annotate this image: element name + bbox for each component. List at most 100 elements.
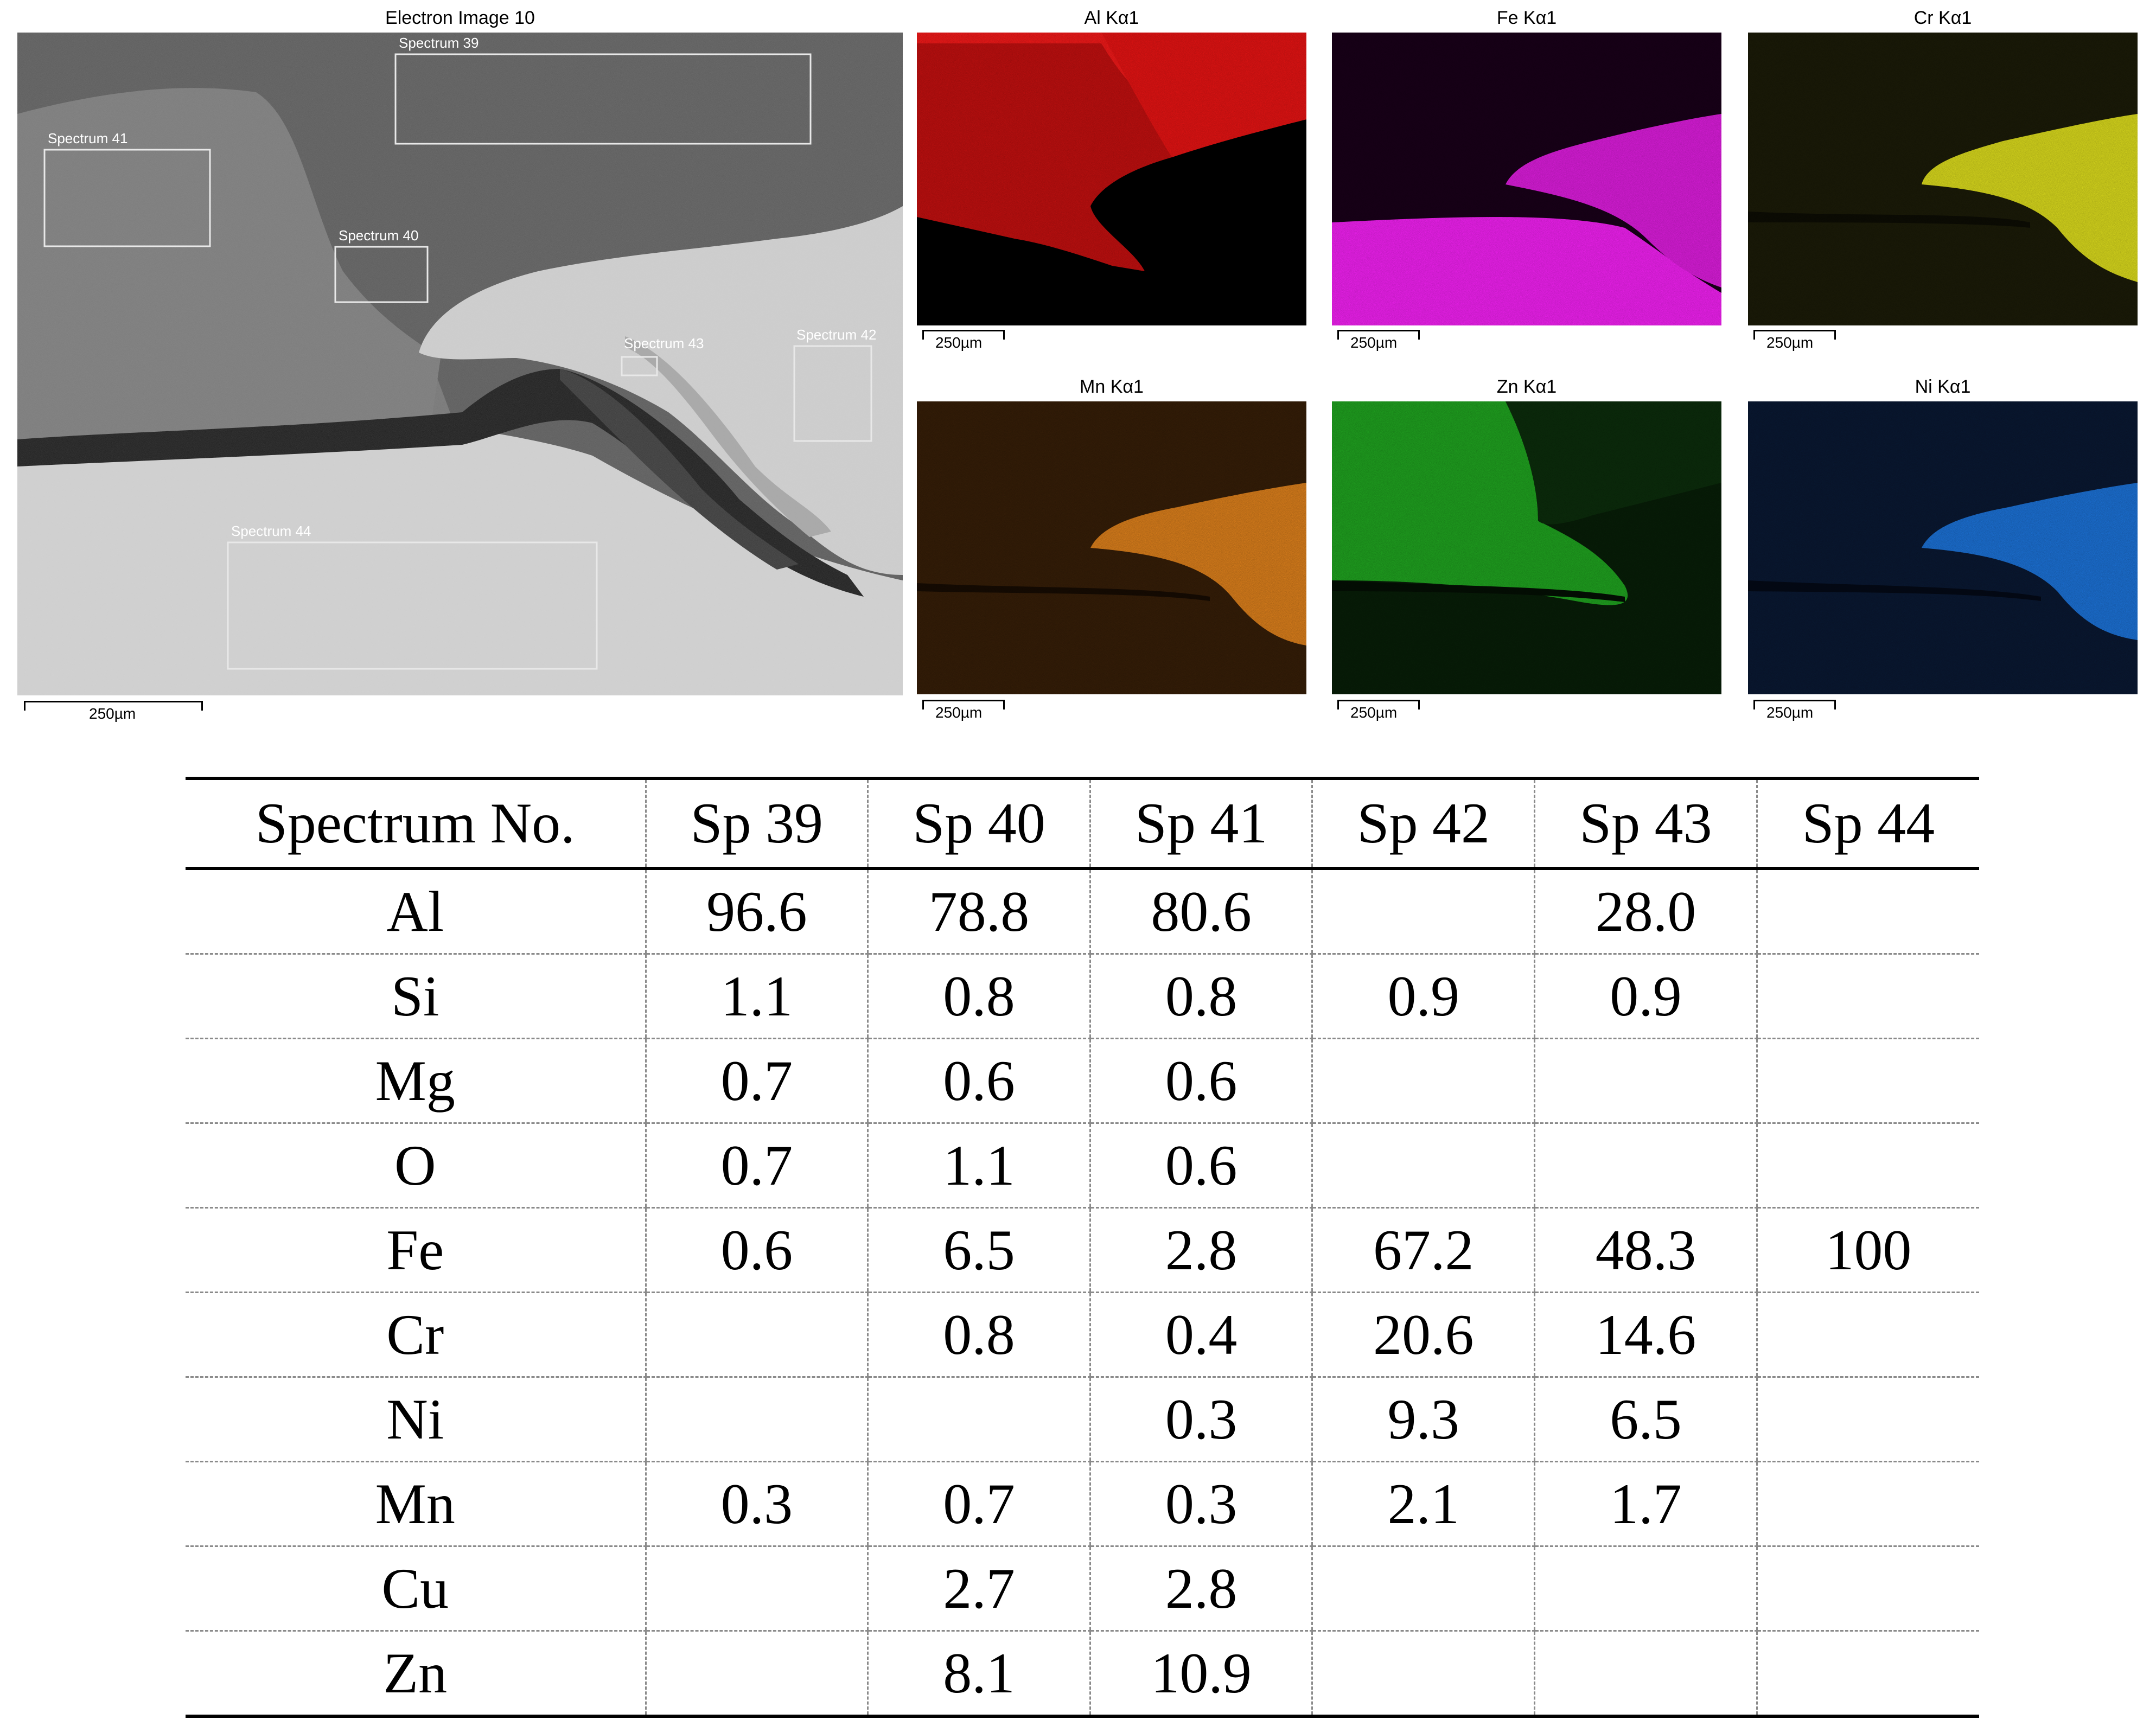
mn-map-title: Mn Kα1 — [1080, 376, 1144, 397]
column-header: Sp 39 — [645, 778, 868, 870]
value-cell — [1311, 1631, 1535, 1718]
table-row: Al 96.6 78.8 80.6 28.0 — [186, 868, 1979, 955]
value-cell — [1534, 1631, 1757, 1718]
table-row: Cu 2.7 2.8 — [186, 1546, 1979, 1632]
value-cell — [1756, 1038, 1979, 1124]
electron-image: Spectrum 39 Spectrum 41 Spectrum 40 Spec… — [17, 33, 903, 695]
value-cell — [1311, 868, 1535, 955]
value-cell: 0.6 — [867, 1038, 1090, 1124]
value-cell: 48.3 — [1534, 1207, 1757, 1293]
element-cell: O — [186, 1123, 646, 1209]
value-cell — [1756, 1546, 1979, 1632]
value-cell — [1756, 868, 1979, 955]
zn-map-title: Zn Kα1 — [1496, 376, 1557, 397]
zn-map — [1332, 401, 1721, 694]
value-cell — [1311, 1123, 1535, 1209]
column-header: Sp 40 — [867, 778, 1090, 870]
value-cell — [1756, 954, 1979, 1039]
value-cell: 2.7 — [867, 1546, 1090, 1632]
spectrum-39-label: Spectrum 39 — [399, 35, 479, 51]
value-cell — [867, 1377, 1090, 1462]
column-header: Spectrum No. — [186, 778, 646, 870]
value-cell: 0.9 — [1534, 954, 1757, 1039]
fe-map — [1332, 33, 1721, 325]
value-cell — [645, 1546, 868, 1632]
table-row: Cr 0.8 0.4 20.6 14.6 — [186, 1292, 1979, 1378]
table-row: Mn 0.3 0.7 0.3 2.1 1.7 — [186, 1461, 1979, 1547]
value-cell — [645, 1292, 868, 1378]
table-row: Si 1.1 0.8 0.8 0.9 0.9 — [186, 954, 1979, 1039]
value-cell: 28.0 — [1534, 868, 1757, 955]
value-cell — [1756, 1631, 1979, 1718]
ni-map-scalebar: 250µm — [1753, 700, 1836, 721]
value-cell: 80.6 — [1089, 868, 1312, 955]
value-cell: 0.8 — [1089, 954, 1312, 1039]
value-cell: 0.4 — [1089, 1292, 1312, 1378]
mn-map-scalebar: 250µm — [922, 700, 1005, 721]
column-header: Sp 44 — [1756, 778, 1979, 870]
ni-map — [1748, 401, 2138, 694]
al-map — [917, 33, 1306, 325]
spectrum-44-label: Spectrum 44 — [231, 523, 311, 539]
value-cell — [1756, 1461, 1979, 1547]
value-cell — [645, 1377, 868, 1462]
value-cell: 10.9 — [1089, 1631, 1312, 1718]
electron-image-title: Electron Image 10 — [385, 8, 535, 28]
value-cell — [1756, 1292, 1979, 1378]
value-cell — [1311, 1038, 1535, 1124]
fe-map-scalebar: 250µm — [1337, 330, 1420, 351]
value-cell: 0.8 — [867, 1292, 1090, 1378]
element-cell: Mn — [186, 1461, 646, 1547]
table-row: Ni 0.3 9.3 6.5 — [186, 1377, 1979, 1462]
fe-map-title: Fe Kα1 — [1496, 8, 1557, 28]
spectrum-42-label: Spectrum 42 — [796, 327, 876, 343]
value-cell: 0.8 — [867, 954, 1090, 1039]
value-cell — [645, 1631, 868, 1718]
column-header: Sp 43 — [1534, 778, 1757, 870]
value-cell: 0.6 — [1089, 1123, 1312, 1209]
element-cell: Al — [186, 868, 646, 955]
zn-map-scalebar: 250µm — [1337, 700, 1420, 721]
eds-composition-table: Spectrum No. Sp 39 Sp 40 Sp 41 Sp 42 Sp … — [186, 777, 1979, 1718]
spectrum-43-label: Spectrum 43 — [624, 335, 704, 351]
spectrum-40-label: Spectrum 40 — [339, 227, 418, 244]
cr-map-scalebar: 250µm — [1753, 330, 1836, 351]
al-map-title: Al Kα1 — [1084, 8, 1139, 28]
spectrum-41-label: Spectrum 41 — [48, 130, 127, 146]
value-cell: 6.5 — [1534, 1377, 1757, 1462]
value-cell: 1.1 — [867, 1123, 1090, 1209]
mn-map — [917, 401, 1306, 694]
value-cell — [1534, 1546, 1757, 1632]
element-cell: Si — [186, 954, 646, 1039]
value-cell: 8.1 — [867, 1631, 1090, 1718]
value-cell: 2.8 — [1089, 1546, 1312, 1632]
cr-map-title: Cr Kα1 — [1913, 8, 1972, 28]
value-cell: 1.1 — [645, 954, 868, 1039]
value-cell: 2.1 — [1311, 1461, 1535, 1547]
value-cell — [1311, 1546, 1535, 1632]
value-cell: 0.7 — [645, 1038, 868, 1124]
element-cell: Cr — [186, 1292, 646, 1378]
value-cell: 0.7 — [867, 1461, 1090, 1547]
value-cell: 0.9 — [1311, 954, 1535, 1039]
column-header: Sp 41 — [1089, 778, 1312, 870]
element-cell: Fe — [186, 1207, 646, 1293]
cr-map — [1748, 33, 2138, 325]
table-row: Fe 0.6 6.5 2.8 67.2 48.3 100 — [186, 1207, 1979, 1293]
value-cell: 0.7 — [645, 1123, 868, 1209]
value-cell: 0.3 — [1089, 1461, 1312, 1547]
value-cell — [1756, 1377, 1979, 1462]
element-cell: Ni — [186, 1377, 646, 1462]
value-cell: 14.6 — [1534, 1292, 1757, 1378]
value-cell: 1.7 — [1534, 1461, 1757, 1547]
ni-map-title: Ni Kα1 — [1915, 376, 1971, 397]
value-cell — [1534, 1123, 1757, 1209]
element-cell: Mg — [186, 1038, 646, 1124]
value-cell: 78.8 — [867, 868, 1090, 955]
table-row: Zn 8.1 10.9 — [186, 1631, 1979, 1718]
al-map-scalebar: 250µm — [922, 330, 1005, 351]
value-cell: 9.3 — [1311, 1377, 1535, 1462]
electron-image-scalebar: 250µm — [24, 701, 203, 722]
value-cell: 20.6 — [1311, 1292, 1535, 1378]
table-row: Mg 0.7 0.6 0.6 — [186, 1038, 1979, 1124]
